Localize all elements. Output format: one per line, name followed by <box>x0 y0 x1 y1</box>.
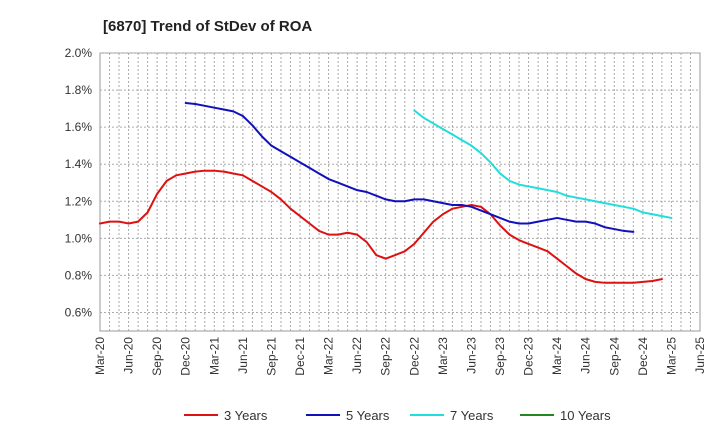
plot-area <box>99 52 701 332</box>
x-tick-label: Dec-23 <box>522 337 536 376</box>
x-tick-label: Mar-25 <box>664 337 678 375</box>
legend-label: 7 Years <box>450 408 494 423</box>
y-tick-label: 1.4% <box>65 157 93 171</box>
grid-lines <box>100 52 700 331</box>
x-axis-ticks: Mar-20 Jun-20 Sep-20 Dec-20 Mar-21 Jun-21 Sep-… <box>93 337 707 376</box>
y-tick-label: 1.2% <box>65 194 93 208</box>
x-tick-label: Sep-20 <box>150 337 164 376</box>
legend-label: 5 Years <box>346 408 390 423</box>
series-lines <box>99 102 673 284</box>
legend-label: 3 Years <box>224 408 268 423</box>
x-tick-label: Sep-24 <box>607 337 621 376</box>
legend-label: 10 Years <box>560 408 611 423</box>
series-line-2 <box>184 102 635 233</box>
y-tick-label: 0.8% <box>65 268 93 282</box>
x-tick-label: Dec-21 <box>293 337 307 376</box>
x-tick-label: Sep-22 <box>379 337 393 376</box>
x-tick-label: Mar-21 <box>207 337 221 375</box>
x-tick-label: Jun-25 <box>693 337 707 374</box>
x-tick-label: Mar-24 <box>550 337 564 375</box>
x-tick-label: Jun-21 <box>236 337 250 374</box>
x-tick-label: Mar-22 <box>322 337 336 375</box>
legend: 3 Years 5 Years 7 Years 10 Years <box>184 408 611 423</box>
x-tick-label: Sep-23 <box>493 337 507 376</box>
y-tick-label: 2.0% <box>65 46 93 60</box>
y-tick-label: 0.6% <box>65 305 93 319</box>
x-tick-label: Mar-20 <box>93 337 107 375</box>
x-tick-label: Jun-23 <box>464 337 478 374</box>
series-line-3 <box>413 109 673 219</box>
x-tick-label: Jun-24 <box>579 337 593 374</box>
x-tick-label: Dec-24 <box>636 337 650 376</box>
y-tick-label: 1.8% <box>65 83 93 97</box>
x-tick-label: Mar-23 <box>436 337 450 375</box>
x-tick-label: Dec-20 <box>179 337 193 376</box>
series-line-1 <box>99 169 663 284</box>
y-tick-label: 1.0% <box>65 231 93 245</box>
x-tick-label: Sep-21 <box>264 337 278 376</box>
x-tick-label: Jun-20 <box>122 337 136 374</box>
x-tick-label: Dec-22 <box>407 337 421 376</box>
x-tick-label: Jun-22 <box>350 337 364 374</box>
y-axis-ticks: 0.6% 0.8% 1.0% 1.2% 1.4% 1.6% 1.8% 2.0% <box>65 46 93 319</box>
chart-title: [6870] Trend of StDev of ROA <box>103 18 312 35</box>
y-tick-label: 1.6% <box>65 120 93 134</box>
